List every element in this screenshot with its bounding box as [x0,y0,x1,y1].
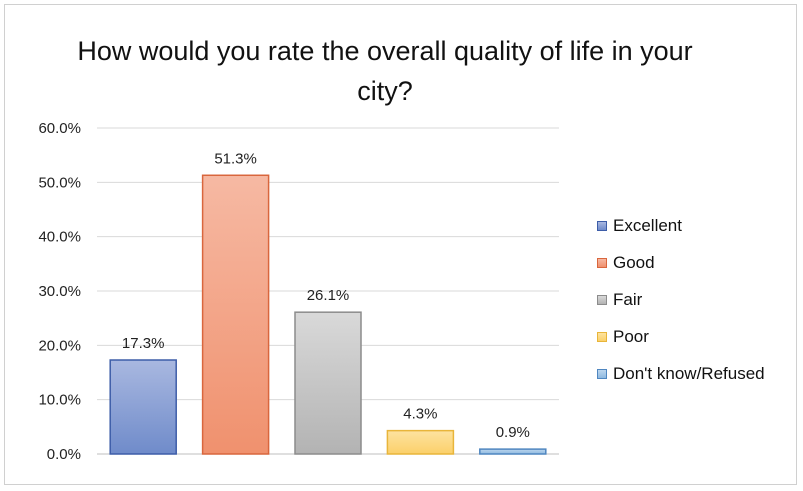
chart-frame: How would you rate the overall quality o… [4,4,797,485]
legend-item: Poor [597,318,797,355]
legend-label: Poor [613,326,649,346]
legend-swatch [597,368,607,379]
data-label: 4.3% [403,406,437,423]
chart-title: How would you rate the overall quality o… [77,36,693,106]
legend-swatch [597,220,607,231]
bar-chart: 17.3% 51.3% 26.1% 4.3% 0.9% 0.0% 10.0% 20.0% 30… [38,120,559,463]
y-tick-label: 60.0% [38,120,81,137]
data-label: 17.3% [122,335,165,352]
chart-legend: Excellent Good Fair Poor Don't know/Refused [597,207,797,392]
legend-label: Fair [613,289,643,309]
legend-item: Don't know/Refused [597,355,797,392]
y-tick-label: 0.0% [47,446,81,463]
legend-item: Fair [597,281,797,318]
y-tick-label: 50.0% [38,174,81,191]
y-tick-label: 20.0% [38,337,81,354]
data-label: 51.3% [214,150,257,167]
legend-label: Don't know/Refused [613,363,765,383]
data-label: 0.9% [496,424,530,441]
y-tick-label: 40.0% [38,229,81,246]
data-label: 26.1% [307,287,350,304]
bar-poor [386,429,455,455]
y-tick-label: 10.0% [38,392,81,409]
legend-swatch [597,294,607,305]
legend-item: Excellent [597,207,797,244]
y-tick-label: 30.0% [38,283,81,300]
legend-swatch [597,331,607,342]
bar-good [201,174,270,455]
legend-label: Good [613,252,655,272]
bar-don-t-know-refused [479,448,547,455]
legend-label: Excellent [613,215,682,235]
legend-swatch [597,257,607,268]
bar-fair [294,311,362,455]
legend-item: Good [597,244,797,281]
bar-excellent [109,359,177,455]
